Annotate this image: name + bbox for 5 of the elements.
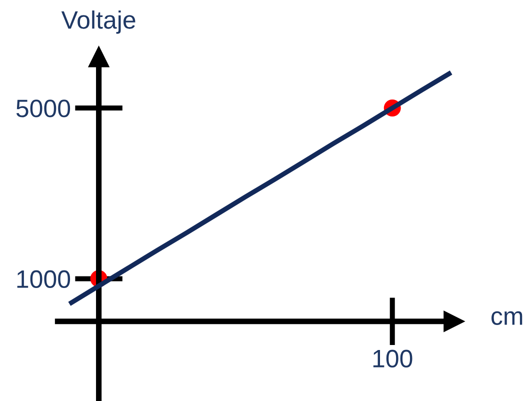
x-axis-title: cm [492,311,522,325]
x-tick-label: 100 [373,350,412,368]
y-tick-label: 1000 [17,270,70,288]
y-axis-title: Voltaje [61,10,136,34]
y-tick-label: 5000 [16,100,70,118]
